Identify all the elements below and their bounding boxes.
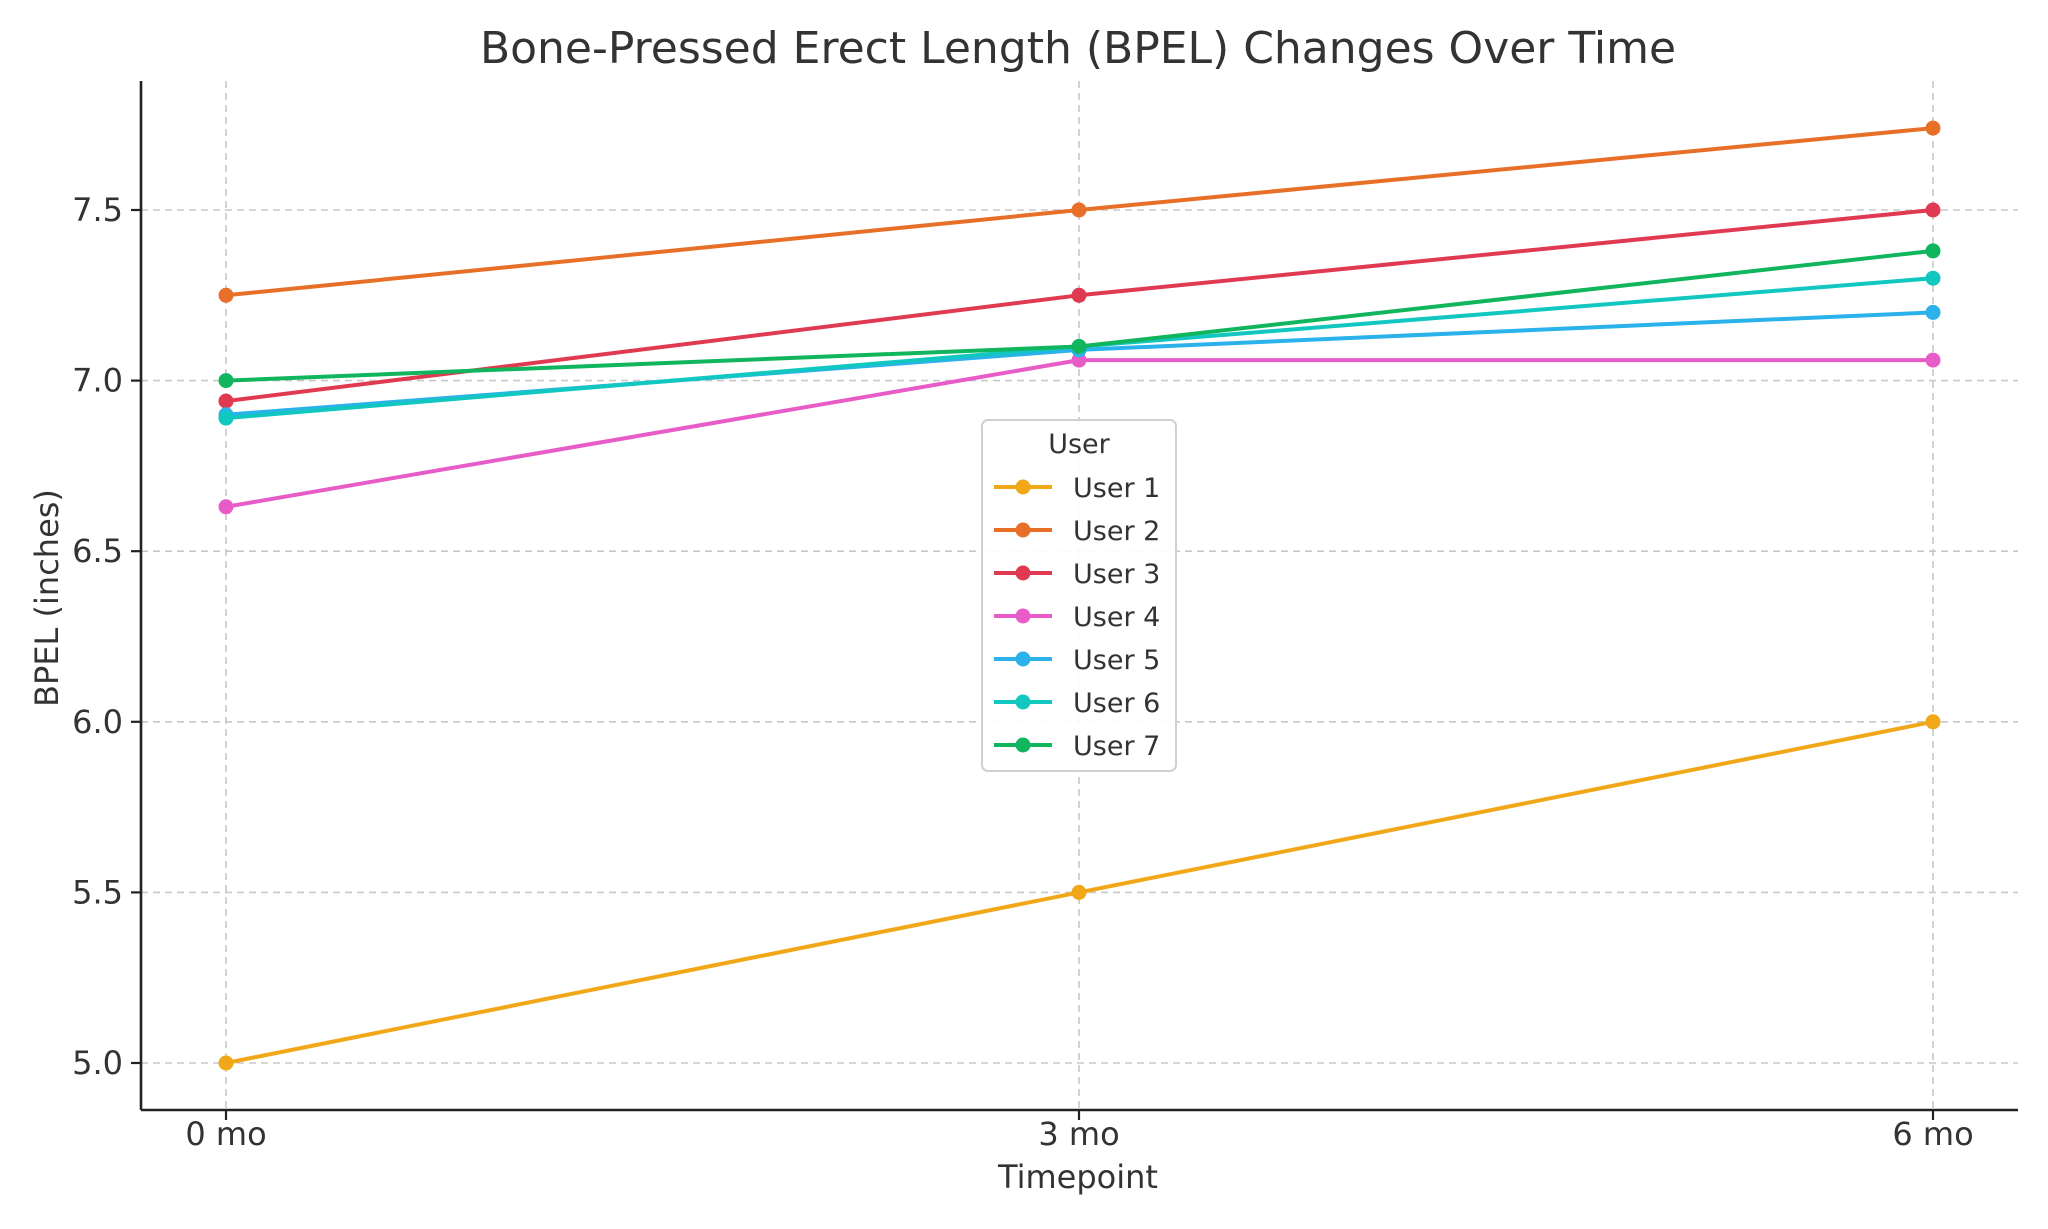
legend-title: User (1048, 429, 1110, 460)
legend-items: User 1 User 2 User 3 User 4 User 5 User 6 User… (994, 473, 1160, 762)
legend-label: User 5 (1073, 645, 1160, 676)
legend-label: User 7 (1073, 731, 1160, 762)
y-tick-label: 5.5 (72, 873, 123, 911)
series-layer (218, 120, 1941, 1071)
x-tick-label: 3 mo (1038, 1115, 1119, 1153)
y-tick-label: 7.0 (72, 362, 123, 400)
legend-marker (1015, 522, 1031, 538)
data-point (1071, 287, 1087, 303)
axes-layer (131, 81, 2018, 1120)
y-tick-label: 7.5 (72, 191, 123, 229)
series-3 (218, 202, 1941, 409)
legend-item: User 5 (994, 645, 1160, 676)
data-point (1071, 202, 1087, 218)
legend-marker (1015, 479, 1031, 495)
legend-box (981, 419, 1177, 772)
legend-marker (1015, 737, 1031, 753)
data-point (1925, 352, 1941, 368)
legend-marker (1015, 694, 1031, 710)
y-axis-label: BPEL (inches) (28, 489, 66, 707)
y-tick-label: 5.0 (72, 1044, 123, 1082)
legend-marker (1015, 651, 1031, 667)
legend-label: User 4 (1073, 602, 1160, 633)
data-point (218, 393, 234, 409)
series-7 (218, 243, 1941, 389)
data-point (1925, 304, 1941, 320)
data-point (218, 499, 234, 515)
tick-label-layer: 5.0 5.5 6.0 6.5 7.0 7.5 0 mo 3 mo 6 mo (72, 191, 1974, 1153)
legend-label: User 3 (1073, 559, 1160, 590)
legend-item: User 6 (994, 688, 1160, 719)
data-point (1071, 339, 1087, 354)
data-point (1925, 120, 1941, 136)
y-tick-label: 6.0 (72, 703, 123, 741)
legend-marker (1015, 565, 1031, 581)
legend-marker (1015, 608, 1031, 624)
data-point (1925, 270, 1941, 286)
data-point (1925, 202, 1941, 218)
legend-item: User 2 (994, 516, 1160, 547)
data-point (218, 410, 234, 426)
legend-item: User 3 (994, 559, 1160, 590)
series-2 (218, 120, 1941, 303)
legend-item: User 7 (994, 731, 1160, 762)
y-tick-label: 6.5 (72, 532, 123, 570)
data-point (1925, 243, 1941, 259)
data-point (218, 1055, 234, 1071)
x-axis-label: Timepoint (997, 1158, 1158, 1196)
x-tick-label: 6 mo (1892, 1115, 1973, 1153)
legend-item: User 4 (994, 602, 1160, 633)
data-point (1071, 884, 1087, 900)
x-tick-label: 0 mo (185, 1115, 266, 1153)
data-point (218, 373, 234, 389)
legend-label: User 1 (1073, 473, 1160, 504)
chart-title: Bone-Pressed Erect Length (BPEL) Changes… (480, 23, 1676, 74)
data-point (218, 287, 234, 303)
legend-label: User 6 (1073, 688, 1160, 719)
legend-item: User 1 (994, 473, 1160, 504)
series-1 (218, 714, 1941, 1071)
data-point (1925, 714, 1941, 730)
legend-label: User 2 (1073, 516, 1160, 547)
